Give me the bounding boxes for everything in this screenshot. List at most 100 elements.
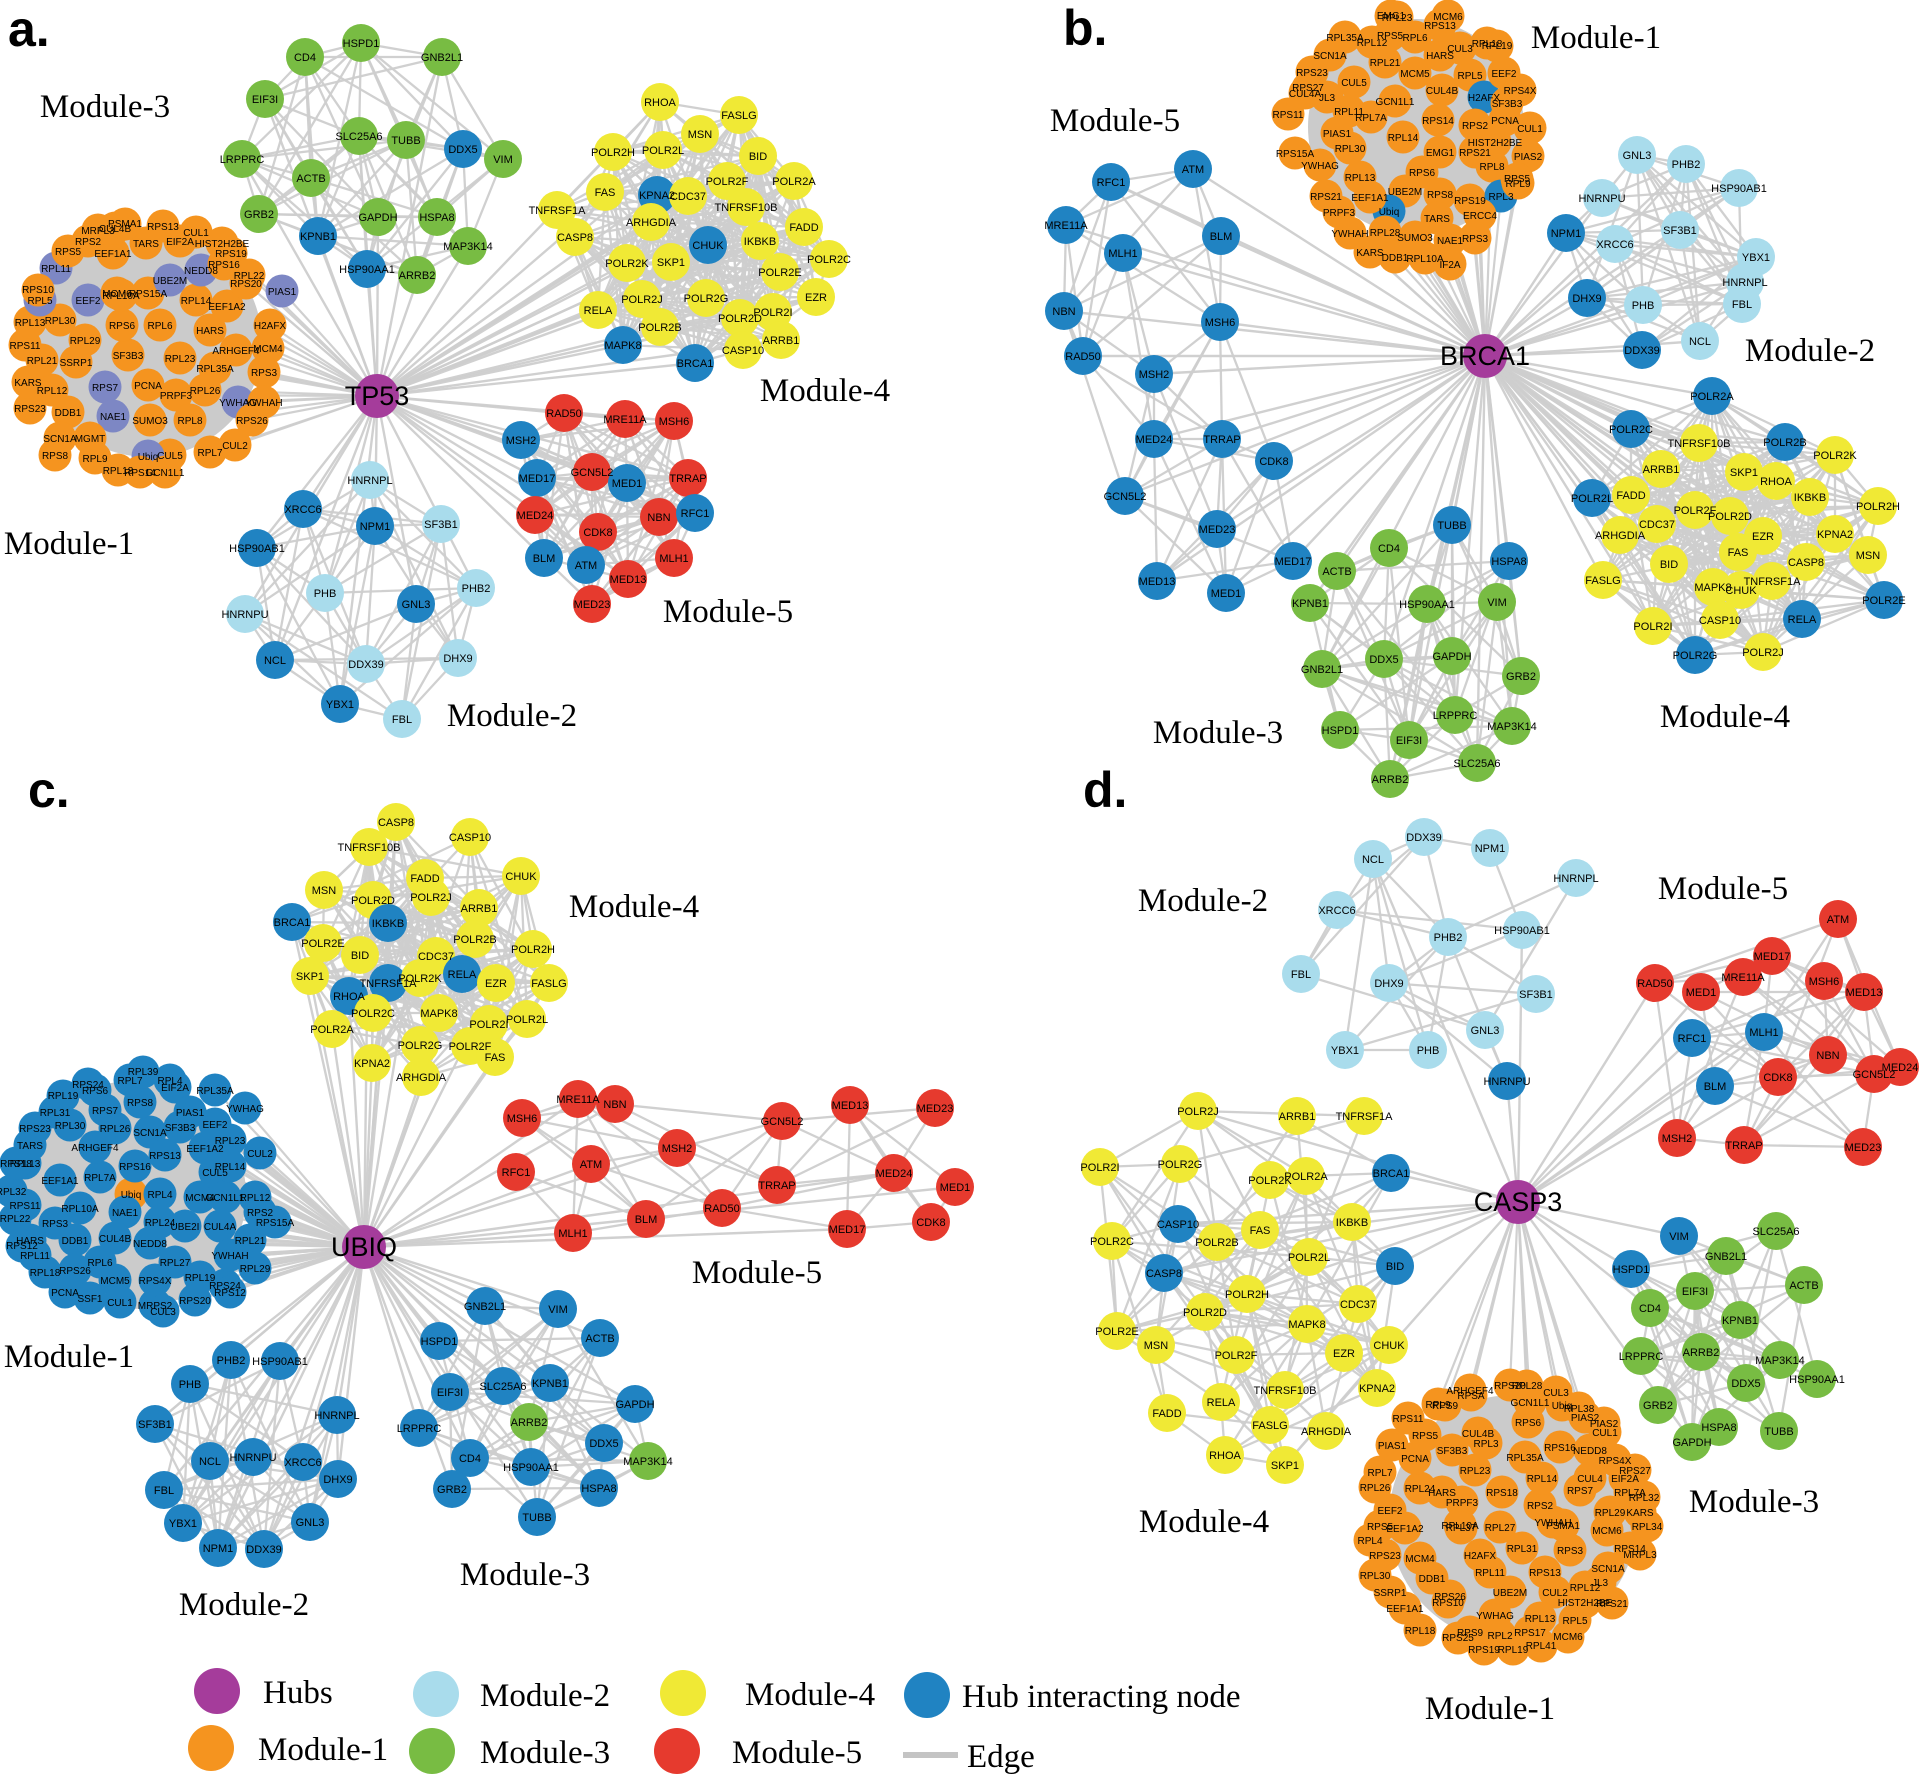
svg-text:a.: a.: [8, 1, 50, 57]
svg-text:MLH1: MLH1: [1749, 1027, 1778, 1039]
svg-text:DDX5: DDX5: [589, 1438, 618, 1450]
svg-text:RPS15A: RPS15A: [256, 1218, 295, 1229]
svg-text:HSP90AA1: HSP90AA1: [1399, 599, 1455, 611]
svg-text:SKP1: SKP1: [296, 971, 324, 983]
svg-text:CASP10: CASP10: [449, 832, 491, 844]
svg-text:NAE1: NAE1: [1437, 236, 1464, 247]
svg-text:RPL3: RPL3: [1473, 1439, 1498, 1450]
svg-text:Module-4: Module-4: [760, 373, 890, 409]
svg-text:Module-5: Module-5: [1050, 103, 1180, 139]
svg-text:SF3B1: SF3B1: [424, 519, 458, 531]
svg-text:ARRB2: ARRB2: [1683, 1347, 1720, 1359]
svg-text:RPS17: RPS17: [1514, 1628, 1546, 1639]
svg-text:ARRB2: ARRB2: [1372, 774, 1409, 786]
svg-text:Module-2: Module-2: [179, 1587, 309, 1623]
svg-text:TRRAP: TRRAP: [758, 1180, 795, 1192]
svg-text:PIAS1: PIAS1: [268, 287, 297, 298]
svg-text:PIAS1: PIAS1: [176, 1108, 205, 1119]
svg-text:RPS14: RPS14: [1614, 1544, 1646, 1555]
svg-text:ACTB: ACTB: [585, 1333, 614, 1345]
svg-text:RPL13: RPL13: [15, 318, 46, 329]
svg-text:POLR2E: POLR2E: [758, 267, 801, 279]
svg-text:KPNA2: KPNA2: [354, 1058, 390, 1070]
svg-text:RHOA: RHOA: [644, 97, 676, 109]
svg-text:MRPL3: MRPL3: [81, 226, 115, 237]
svg-text:b.: b.: [1063, 0, 1107, 56]
svg-text:LRPPRC: LRPPRC: [1619, 1351, 1664, 1363]
svg-text:HNRNPL: HNRNPL: [1553, 873, 1598, 885]
svg-text:RPL5: RPL5: [27, 296, 52, 307]
svg-text:SF3B3: SF3B3: [165, 1123, 196, 1134]
svg-text:NEDD8: NEDD8: [184, 266, 218, 277]
svg-text:EEF1A2: EEF1A2: [1386, 1524, 1424, 1535]
svg-text:RPL39: RPL39: [128, 1067, 159, 1078]
svg-text:RPS16: RPS16: [119, 1162, 151, 1173]
svg-text:RPS2: RPS2: [1462, 121, 1489, 132]
svg-text:RPL11: RPL11: [1334, 107, 1364, 118]
svg-text:MRE11A: MRE11A: [603, 414, 647, 426]
svg-text:POLR2E: POLR2E: [1095, 1326, 1138, 1338]
svg-text:RPL12: RPL12: [1357, 38, 1388, 49]
svg-text:MAPK8: MAPK8: [1288, 1319, 1325, 1331]
svg-text:TARS: TARS: [1424, 214, 1450, 225]
svg-text:RPS26: RPS26: [236, 416, 268, 427]
svg-text:CUL3: CUL3: [150, 1307, 176, 1318]
svg-text:EEF1A1: EEF1A1: [94, 249, 132, 260]
svg-text:CUL4B: CUL4B: [1462, 1429, 1495, 1440]
svg-text:IKBKB: IKBKB: [372, 918, 404, 930]
svg-text:RPL19: RPL19: [1482, 41, 1513, 52]
svg-text:RPL11: RPL11: [20, 1251, 50, 1262]
svg-text:RPS11: RPS11: [1393, 1414, 1424, 1425]
svg-text:KARS: KARS: [14, 378, 42, 389]
svg-text:DDB1: DDB1: [1419, 1574, 1446, 1585]
svg-text:RPL19: RPL19: [185, 1273, 216, 1284]
svg-text:RPL6: RPL6: [1402, 33, 1427, 44]
svg-text:PHB2: PHB2: [1672, 159, 1701, 171]
svg-text:RPL4: RPL4: [157, 1076, 182, 1087]
svg-text:RPL12: RPL12: [240, 1193, 271, 1204]
svg-text:RPS2: RPS2: [1527, 1501, 1554, 1512]
svg-text:RPS3: RPS3: [1462, 234, 1489, 245]
svg-text:RPS20: RPS20: [230, 279, 262, 290]
svg-text:RPL7A: RPL7A: [84, 1173, 116, 1184]
svg-text:SF3B1: SF3B1: [1519, 989, 1553, 1001]
svg-text:HSPA8: HSPA8: [581, 1483, 616, 1495]
svg-text:MED23: MED23: [1845, 1142, 1882, 1154]
svg-text:RPL41: RPL41: [1526, 1641, 1557, 1652]
svg-text:POLR2B: POLR2B: [1763, 437, 1806, 449]
svg-text:Module-4: Module-4: [1660, 699, 1790, 735]
svg-text:ACTB: ACTB: [1789, 1280, 1818, 1292]
svg-text:RPS20: RPS20: [179, 1296, 211, 1307]
svg-text:TARS: TARS: [17, 1141, 43, 1152]
svg-text:BLM: BLM: [533, 553, 556, 565]
svg-text:RPL2: RPL2: [1487, 1631, 1512, 1642]
svg-text:GAPDH: GAPDH: [1672, 1437, 1711, 1449]
svg-text:PRPF3: PRPF3: [1323, 208, 1356, 219]
svg-text:RPL3: RPL3: [1488, 192, 1513, 203]
svg-text:PIAS2: PIAS2: [1590, 1419, 1619, 1430]
svg-text:RPL30: RPL30: [1360, 1571, 1391, 1582]
svg-text:RPS7: RPS7: [92, 383, 119, 394]
svg-text:POLR2I: POLR2I: [753, 307, 792, 319]
svg-text:SLC25A6: SLC25A6: [335, 131, 382, 143]
svg-text:RHOA: RHOA: [333, 991, 365, 1003]
svg-text:MLH1: MLH1: [1108, 248, 1137, 260]
svg-text:POLR2K: POLR2K: [1813, 450, 1857, 462]
svg-text:GCN5L2: GCN5L2: [1853, 1069, 1896, 1081]
svg-text:MAP3K14: MAP3K14: [1755, 1355, 1805, 1367]
svg-text:RPS5: RPS5: [1367, 1522, 1394, 1533]
svg-text:HSP90AA1: HSP90AA1: [503, 1462, 559, 1474]
svg-text:RPL34: RPL34: [1632, 1522, 1663, 1533]
svg-text:PRPF3: PRPF3: [160, 391, 193, 402]
svg-text:TARS: TARS: [133, 239, 159, 250]
svg-text:RPL19: RPL19: [1498, 1645, 1529, 1656]
svg-text:SF3B3: SF3B3: [1492, 99, 1523, 110]
svg-text:Module-3: Module-3: [40, 89, 170, 125]
svg-text:RPS15A: RPS15A: [129, 289, 168, 300]
svg-text:POLR2D: POLR2D: [718, 313, 762, 325]
svg-text:TUBB: TUBB: [522, 1512, 551, 1524]
svg-text:POLR2D: POLR2D: [1708, 511, 1752, 523]
svg-text:DDX39: DDX39: [1406, 832, 1441, 844]
svg-text:RPS23: RPS23: [19, 1124, 51, 1135]
svg-text:RPL5: RPL5: [1457, 71, 1482, 82]
